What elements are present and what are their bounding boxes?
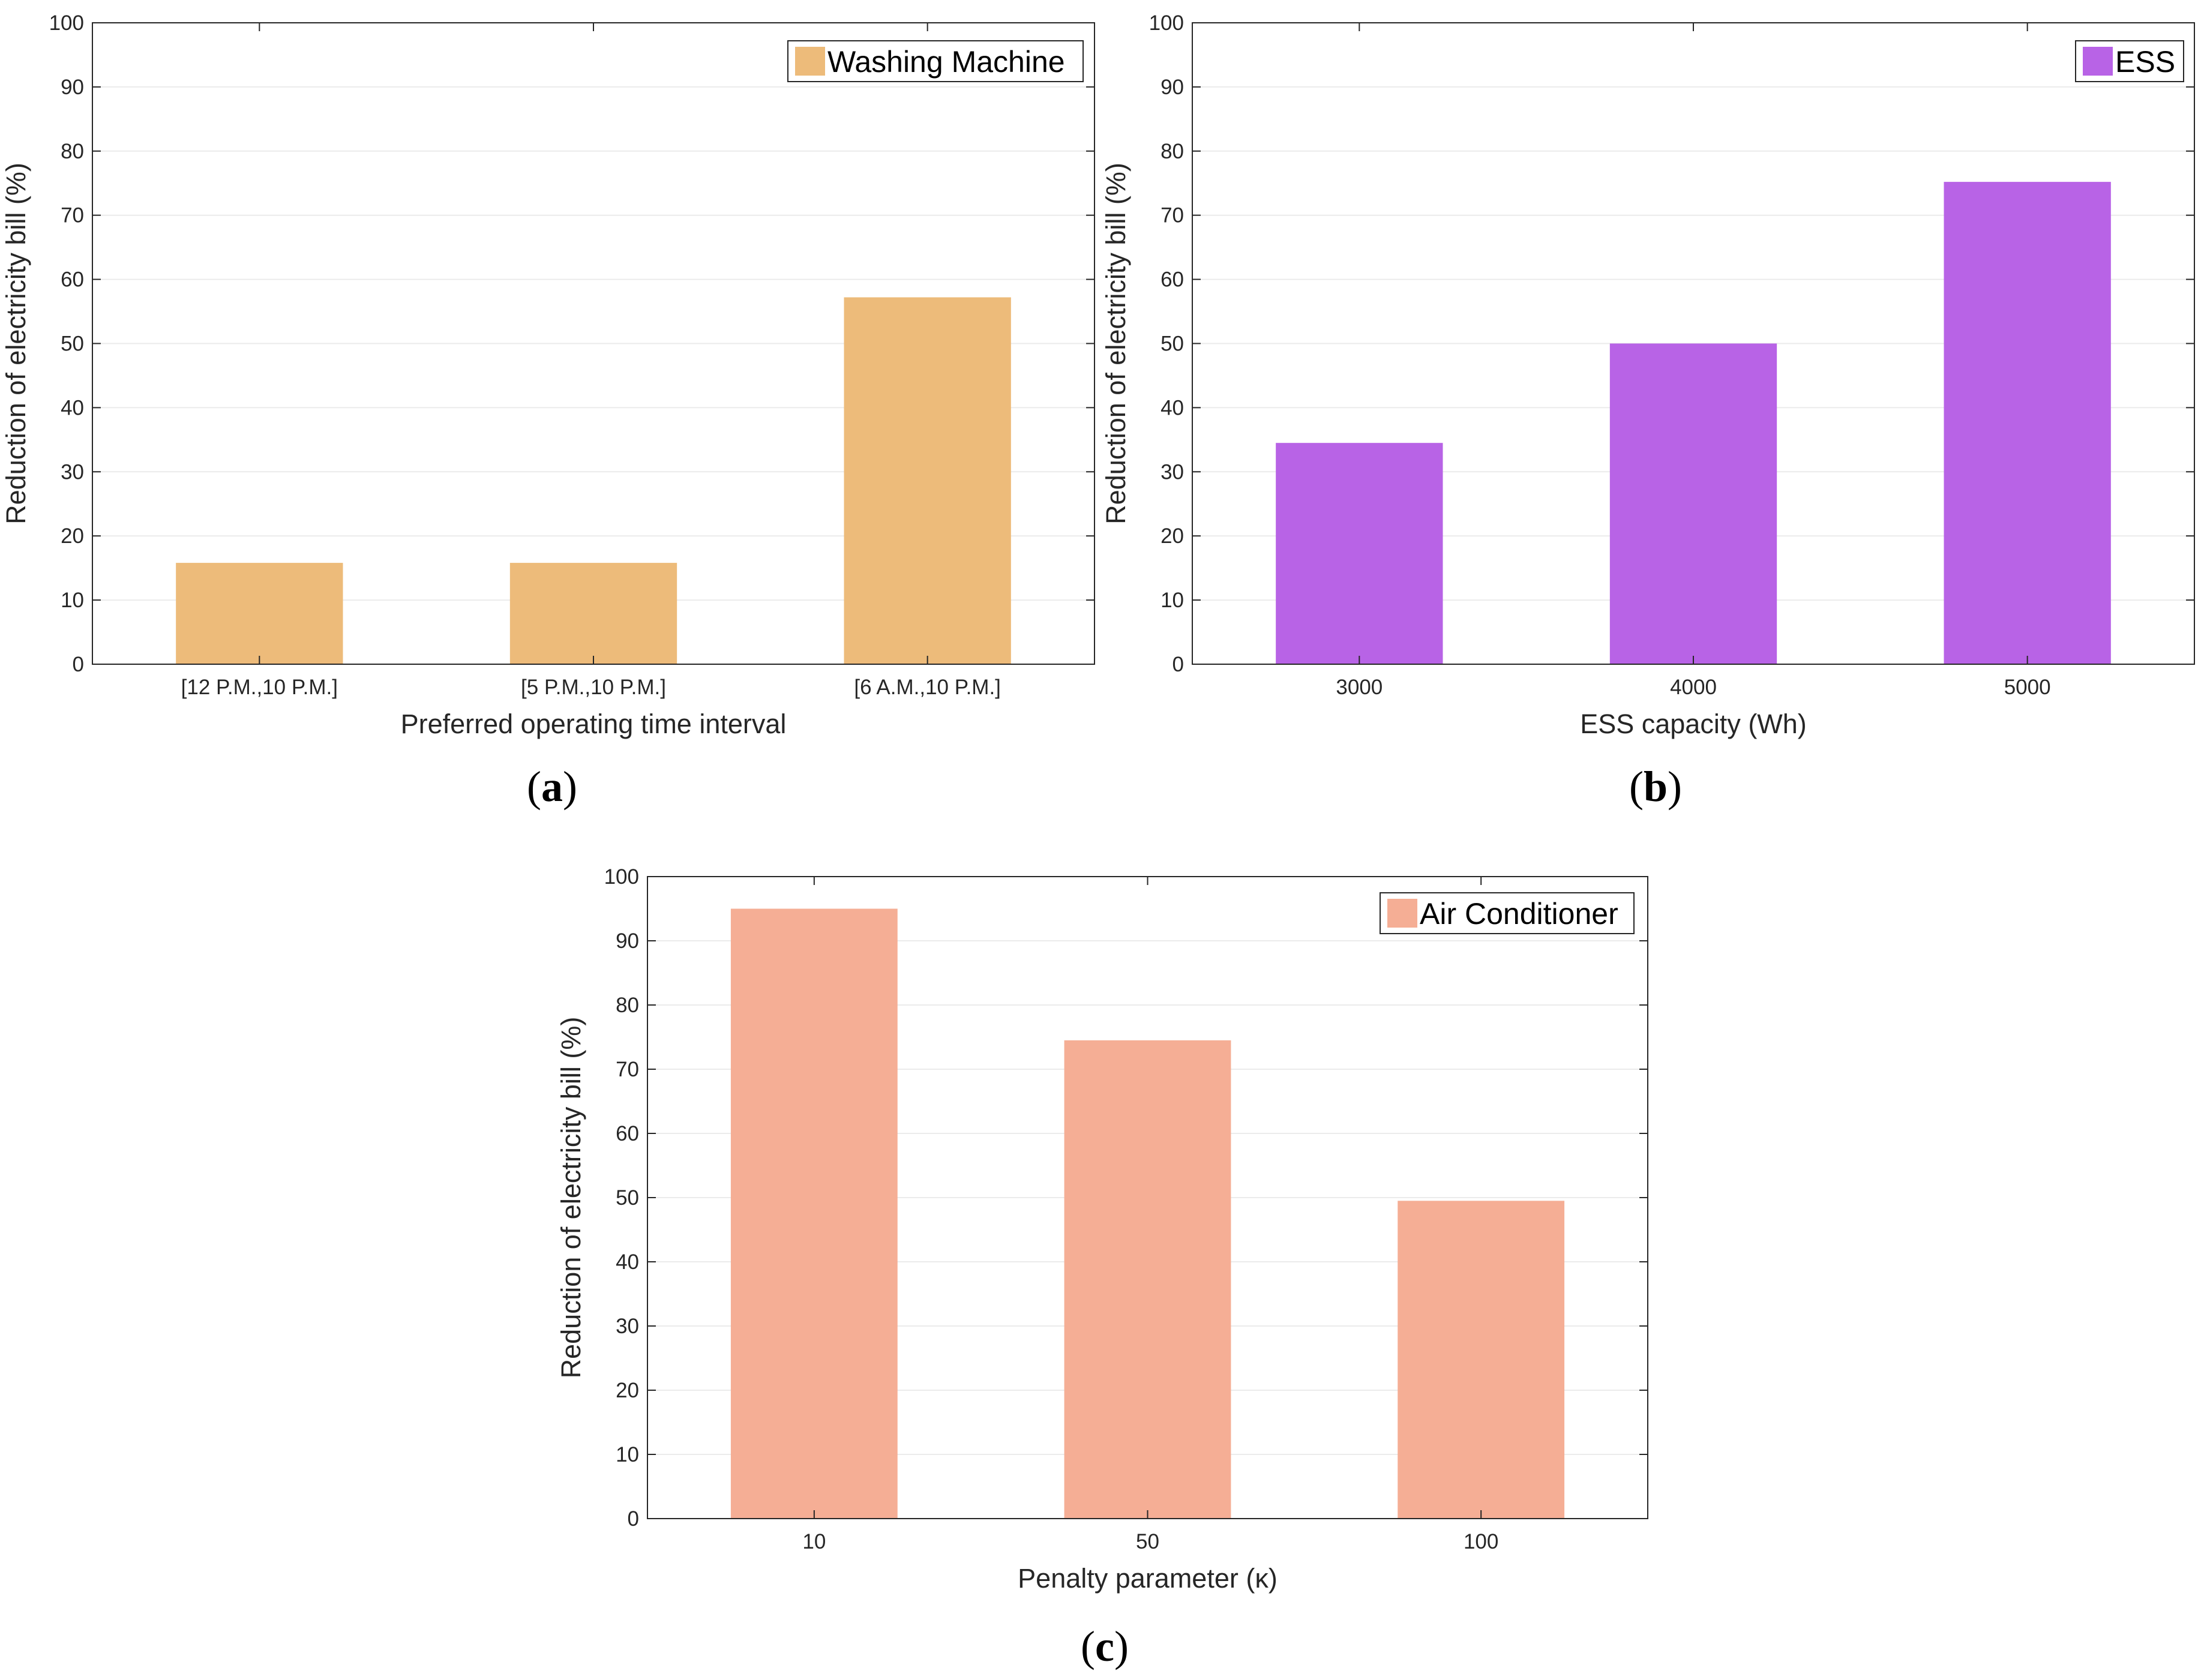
y-axis-title: Reduction of electricity bill (%)	[1, 163, 31, 524]
legend-label: Washing Machine	[827, 45, 1065, 79]
bar-6-A-M-10-P-M	[844, 297, 1011, 665]
bar-3000	[1276, 443, 1443, 664]
y-tick-label: 70	[61, 204, 84, 227]
y-tick-label: 20	[616, 1379, 639, 1402]
legend: Washing Machine	[787, 40, 1084, 82]
y-tick-label: 10	[616, 1443, 639, 1466]
y-tick-label: 80	[1161, 140, 1184, 163]
y-tick-label: 70	[616, 1058, 639, 1081]
y-tick-label: 30	[616, 1315, 639, 1338]
x-axis-title: Penalty parameter (κ)	[1018, 1563, 1278, 1594]
x-tick-label: 5000	[2004, 676, 2051, 699]
x-tick-label: [6 A.M.,10 P.M.]	[854, 676, 1000, 699]
y-tick-label: 90	[616, 929, 639, 953]
bar-10	[730, 908, 898, 1519]
x-tick-label: 10	[802, 1530, 826, 1553]
x-axis-title: ESS capacity (Wh)	[1580, 709, 1807, 739]
bar-50	[1064, 1040, 1231, 1519]
y-tick-label: 90	[1161, 76, 1184, 99]
y-axis-title: Reduction of electricity bill (%)	[1100, 163, 1131, 524]
y-tick-label: 50	[1161, 332, 1184, 356]
legend-swatch	[795, 47, 825, 76]
y-tick-label: 30	[61, 460, 84, 484]
panel-label: (c)	[1081, 1622, 1129, 1670]
x-tick-label: [12 P.M.,10 P.M.]	[181, 676, 338, 699]
x-tick-label: 3000	[1336, 676, 1383, 699]
y-tick-label: 100	[1149, 11, 1184, 35]
y-tick-label: 40	[616, 1250, 639, 1274]
legend: ESS	[2075, 40, 2184, 82]
y-tick-label: 60	[61, 268, 84, 292]
y-tick-label: 10	[61, 589, 84, 612]
x-tick-label: [5 P.M.,10 P.M.]	[521, 676, 666, 699]
y-tick-label: 20	[61, 524, 84, 548]
bar-5-P-M-10-P-M	[509, 563, 677, 664]
y-tick-label: 50	[616, 1186, 639, 1210]
legend-box	[787, 40, 1084, 82]
y-tick-label: 0	[628, 1507, 639, 1531]
legend-swatch	[2083, 47, 2113, 76]
y-tick-label: 80	[616, 994, 639, 1017]
y-tick-label: 40	[1161, 396, 1184, 419]
chart-panel-a: 0 10 20 30 40 50 60 70 80 90 100 [12 P.M.,10 P.M.] […	[1, 11, 1095, 811]
legend-swatch	[1387, 899, 1417, 928]
y-axis-title: Reduction of electricity bill (%)	[556, 1017, 586, 1379]
y-tick-label: 0	[1173, 653, 1184, 676]
bar-4000	[1609, 343, 1777, 664]
y-tick-label: 30	[1161, 460, 1184, 484]
y-tick-label: 40	[61, 396, 84, 419]
x-tick-label: 4000	[1670, 676, 1717, 699]
panel-label: (a)	[527, 763, 577, 811]
bar-12-P-M-10-P-M	[176, 563, 343, 664]
y-tick-label: 70	[1161, 204, 1184, 227]
legend-label: Air Conditioner	[1420, 897, 1618, 931]
y-tick-label: 90	[61, 76, 84, 99]
chart-panel-b: 0 10 20 30 40 50 60 70 80 90 100 3000 4000 5000 ESS ca…	[1100, 11, 2195, 811]
y-tick-label: 100	[49, 11, 84, 35]
legend: Air Conditioner	[1380, 892, 1635, 934]
y-tick-label: 60	[1161, 268, 1184, 292]
y-tick-label: 50	[61, 332, 84, 356]
bar-100	[1398, 1201, 1565, 1519]
y-tick-label: 100	[604, 865, 639, 889]
panel-label: (b)	[1629, 763, 1682, 811]
y-tick-label: 0	[73, 653, 84, 676]
y-tick-label: 80	[61, 140, 84, 163]
chart-panel-c: 0 10 20 30 40 50 60 70 80 90 100 10 50 100 Penalty par…	[556, 865, 1648, 1670]
x-tick-label: 100	[1464, 1530, 1498, 1553]
x-axis-title: Preferred operating time interval	[401, 709, 787, 739]
y-tick-label: 10	[1161, 589, 1184, 612]
legend-box	[1380, 892, 1635, 934]
y-tick-label: 20	[1161, 524, 1184, 548]
y-tick-label: 60	[616, 1122, 639, 1145]
bar-5000	[1944, 182, 2111, 664]
x-tick-label: 50	[1136, 1530, 1159, 1553]
legend-label: ESS	[2115, 45, 2175, 79]
